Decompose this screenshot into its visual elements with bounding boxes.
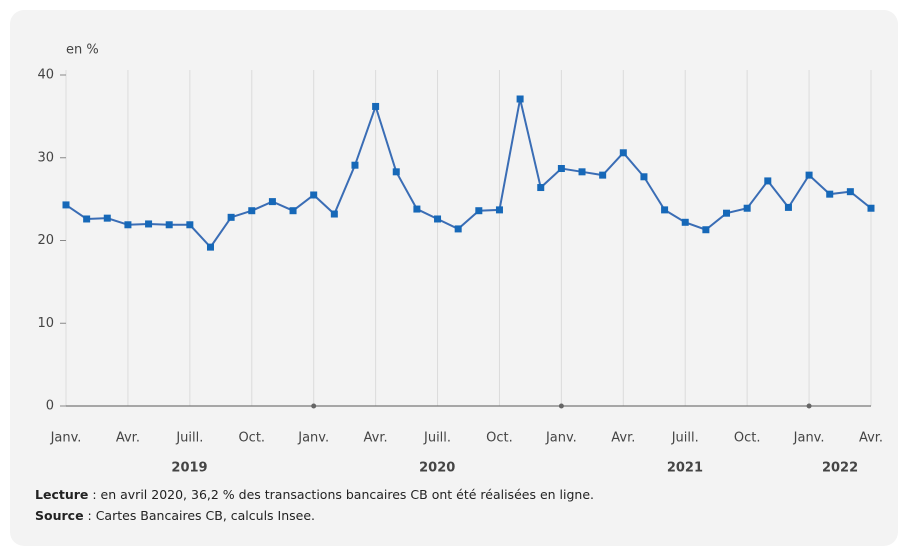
marker xyxy=(372,102,380,110)
marker xyxy=(413,205,421,213)
marker xyxy=(392,168,400,176)
marker xyxy=(619,149,627,157)
marker xyxy=(62,201,70,209)
year-label: 2022 xyxy=(822,461,858,476)
marker xyxy=(516,95,524,103)
marker xyxy=(702,226,710,234)
marker xyxy=(289,207,297,215)
note-lecture: Lecture : en avril 2020, 36,2 % des tran… xyxy=(35,487,594,502)
x-tick-label: Avr. xyxy=(116,431,140,446)
x-tick-label: Oct. xyxy=(486,431,513,446)
y-tick-label: 10 xyxy=(37,316,54,331)
card xyxy=(10,10,898,546)
marker xyxy=(103,214,111,222)
marker xyxy=(826,190,834,198)
marker xyxy=(124,221,132,229)
marker xyxy=(681,218,689,226)
x-tick-label: Oct. xyxy=(238,431,265,446)
marker xyxy=(145,220,153,228)
x-tick-label: Avr. xyxy=(611,431,635,446)
marker xyxy=(640,173,648,181)
x-tick-label: Janv. xyxy=(297,431,329,446)
x-tick-label: Juill. xyxy=(423,431,451,446)
y-tick-label: 0 xyxy=(46,399,54,414)
y-tick-label: 20 xyxy=(37,233,54,248)
marker xyxy=(537,184,545,192)
note-text: : en avril 2020, 36,2 % des transactions… xyxy=(88,487,594,502)
y-axis-label: en % xyxy=(66,43,99,58)
marker xyxy=(475,207,483,215)
marker xyxy=(206,243,214,251)
year-label: 2021 xyxy=(667,461,703,476)
marker xyxy=(661,206,669,214)
year-separator xyxy=(806,403,812,409)
marker xyxy=(310,191,318,199)
marker xyxy=(186,221,194,229)
marker xyxy=(454,225,462,233)
marker xyxy=(330,210,338,218)
year-separator xyxy=(311,403,317,409)
note-text: : Cartes Bancaires CB, calculs Insee. xyxy=(83,508,315,523)
marker xyxy=(578,168,586,176)
x-tick-label: Janv. xyxy=(50,431,82,446)
note-source: Source : Cartes Bancaires CB, calculs In… xyxy=(35,508,315,523)
marker xyxy=(846,188,854,196)
marker xyxy=(434,215,442,223)
x-tick-label: Janv. xyxy=(793,431,825,446)
marker xyxy=(784,203,792,211)
year-label: 2020 xyxy=(419,461,455,476)
marker xyxy=(83,215,91,223)
marker xyxy=(764,177,772,185)
marker xyxy=(599,171,607,179)
y-tick-label: 30 xyxy=(37,150,54,165)
marker xyxy=(723,209,731,217)
x-tick-label: Juill. xyxy=(671,431,699,446)
marker xyxy=(495,206,503,214)
note-label: Source xyxy=(35,508,84,523)
year-label: 2019 xyxy=(171,461,207,476)
y-tick-label: 40 xyxy=(37,68,54,83)
year-separator xyxy=(558,403,564,409)
marker xyxy=(268,198,276,206)
marker xyxy=(351,161,359,169)
marker xyxy=(227,213,235,221)
marker xyxy=(867,204,875,212)
x-tick-label: Avr. xyxy=(364,431,388,446)
line xyxy=(65,98,872,249)
marker xyxy=(557,165,565,173)
marker xyxy=(165,221,173,229)
marker xyxy=(743,204,751,212)
marker xyxy=(248,207,256,215)
x-tick-label: Avr. xyxy=(859,431,883,446)
marker xyxy=(805,171,813,179)
x-tick-label: Oct. xyxy=(734,431,761,446)
x-tick-label: Janv. xyxy=(545,431,577,446)
note-label: Lecture xyxy=(35,487,89,502)
x-tick-label: Juill. xyxy=(175,431,203,446)
